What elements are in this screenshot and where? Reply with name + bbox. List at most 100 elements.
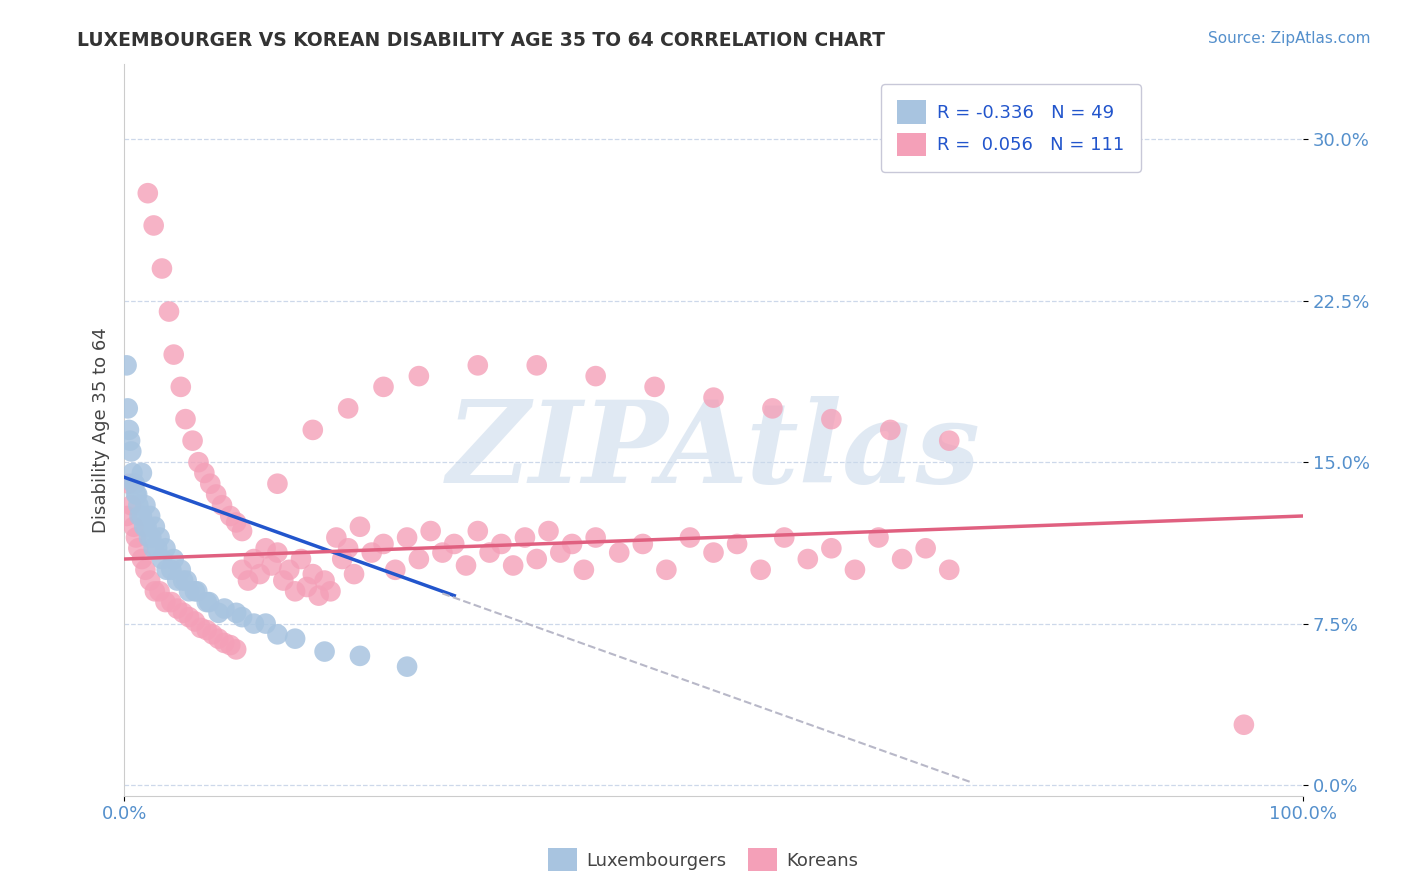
Point (266, 545, 288, 559)
Point (384, 563, 406, 577)
Point (844, 563, 866, 577)
Point (337, 541, 360, 556)
Y-axis label: Disability Age 35 to 64: Disability Age 35 to 64 (93, 327, 110, 533)
Point (337, 401, 360, 416)
Point (225, 516, 247, 530)
Point (214, 601, 236, 615)
Point (408, 369, 430, 384)
Point (343, 567, 366, 582)
Point (170, 563, 193, 577)
Point (284, 632, 307, 646)
Point (308, 589, 330, 603)
Legend: R = -0.336   N = 49, R =  0.056   N = 111: R = -0.336 N = 49, R = 0.056 N = 111 (882, 84, 1140, 172)
Point (166, 601, 188, 615)
Point (120, 498, 142, 512)
Point (231, 524, 253, 538)
Text: LUXEMBOURGER VS KOREAN DISABILITY AGE 35 TO 64 CORRELATION CHART: LUXEMBOURGER VS KOREAN DISABILITY AGE 35… (77, 31, 886, 50)
Point (142, 219, 165, 233)
Point (702, 391, 724, 405)
Point (125, 531, 148, 545)
Point (572, 563, 595, 577)
Point (260, 558, 283, 573)
Point (295, 580, 318, 594)
Point (156, 563, 179, 577)
Point (938, 563, 960, 577)
Point (143, 584, 166, 599)
Point (314, 574, 336, 588)
Point (136, 186, 159, 201)
Point (938, 434, 960, 448)
Point (139, 508, 162, 523)
Point (124, 476, 146, 491)
Point (172, 574, 194, 588)
Point (1233, 717, 1256, 731)
Point (214, 636, 236, 650)
Point (373, 380, 395, 394)
Point (186, 584, 208, 599)
Point (148, 531, 170, 545)
Point (290, 552, 312, 566)
Point (142, 541, 165, 556)
Point (177, 610, 200, 624)
Point (187, 455, 209, 469)
Point (118, 476, 141, 491)
Point (219, 508, 242, 523)
Point (163, 552, 186, 566)
Point (118, 423, 141, 437)
Point (138, 531, 160, 545)
Point (419, 524, 441, 538)
Point (184, 615, 207, 629)
Point (301, 423, 323, 437)
Point (773, 531, 796, 545)
Point (319, 584, 342, 599)
Point (502, 558, 524, 573)
Point (231, 610, 253, 624)
Point (120, 444, 142, 458)
Point (225, 642, 247, 657)
Point (122, 476, 145, 491)
Point (879, 423, 901, 437)
Point (207, 606, 229, 620)
Point (278, 563, 301, 577)
Point (122, 520, 145, 534)
Point (478, 545, 501, 559)
Point (146, 541, 169, 556)
Point (128, 508, 150, 523)
Point (349, 648, 371, 663)
Point (396, 659, 419, 673)
Point (725, 537, 748, 551)
Point (139, 574, 162, 588)
Point (198, 595, 221, 609)
Point (134, 498, 156, 512)
Point (325, 531, 347, 545)
Point (550, 545, 572, 559)
Point (491, 537, 513, 551)
Point (184, 584, 207, 599)
Point (284, 584, 307, 599)
Point (914, 541, 936, 556)
Point (702, 545, 724, 559)
Point (115, 508, 138, 523)
Point (526, 552, 548, 566)
Point (170, 380, 193, 394)
Point (131, 508, 153, 523)
Point (301, 567, 323, 582)
Point (761, 401, 783, 416)
Point (134, 520, 156, 534)
Point (273, 574, 295, 588)
Point (200, 476, 222, 491)
Point (314, 644, 336, 658)
Point (467, 524, 489, 538)
Point (143, 520, 166, 534)
Point (157, 304, 180, 318)
Point (749, 563, 772, 577)
Point (236, 574, 259, 588)
Point (330, 552, 353, 566)
Point (150, 261, 173, 276)
Point (177, 584, 200, 599)
Point (127, 541, 149, 556)
Point (127, 498, 149, 512)
Point (513, 531, 536, 545)
Point (408, 552, 430, 566)
Point (243, 616, 266, 631)
